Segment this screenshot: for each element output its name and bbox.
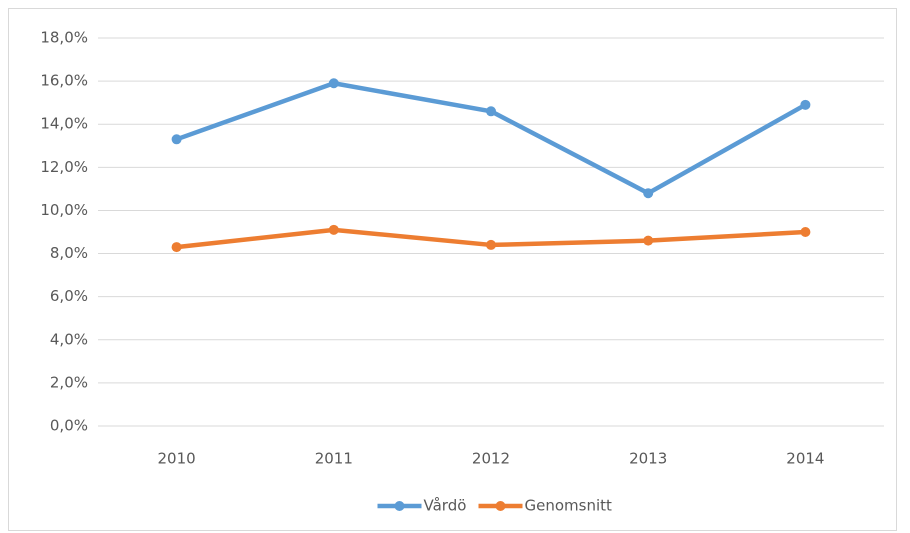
y-tick-label: 14,0% (40, 115, 88, 133)
legend-marker (495, 501, 506, 511)
data-point (643, 235, 654, 246)
y-tick-label: 8,0% (50, 244, 88, 262)
x-tick-label: 2010 (158, 450, 196, 468)
x-tick-label: 2013 (629, 450, 667, 468)
legend-label: Genomsnitt (525, 497, 613, 515)
legend-label: Vårdö (424, 497, 467, 515)
y-tick-label: 4,0% (50, 330, 88, 348)
x-tick-label: 2011 (315, 450, 353, 468)
data-point (171, 242, 182, 253)
data-point (486, 239, 496, 250)
legend-marker (394, 501, 405, 511)
y-tick-label: 2,0% (50, 373, 88, 391)
data-point (328, 224, 339, 235)
x-tick-label: 2014 (786, 450, 824, 468)
chart-border (8, 8, 897, 531)
data-point (486, 106, 496, 117)
y-tick-label: 6,0% (50, 287, 88, 305)
data-point (171, 134, 182, 145)
y-tick-label: 10,0% (40, 201, 88, 219)
data-point (800, 227, 811, 237)
y-tick-label: 0,0% (50, 417, 88, 435)
x-tick-label: 2012 (472, 450, 510, 468)
y-tick-label: 16,0% (40, 72, 88, 90)
y-tick-label: 18,0% (40, 29, 88, 47)
data-point (328, 78, 339, 89)
y-tick-label: 12,0% (40, 158, 88, 176)
data-point (643, 188, 654, 199)
data-point (800, 99, 811, 110)
